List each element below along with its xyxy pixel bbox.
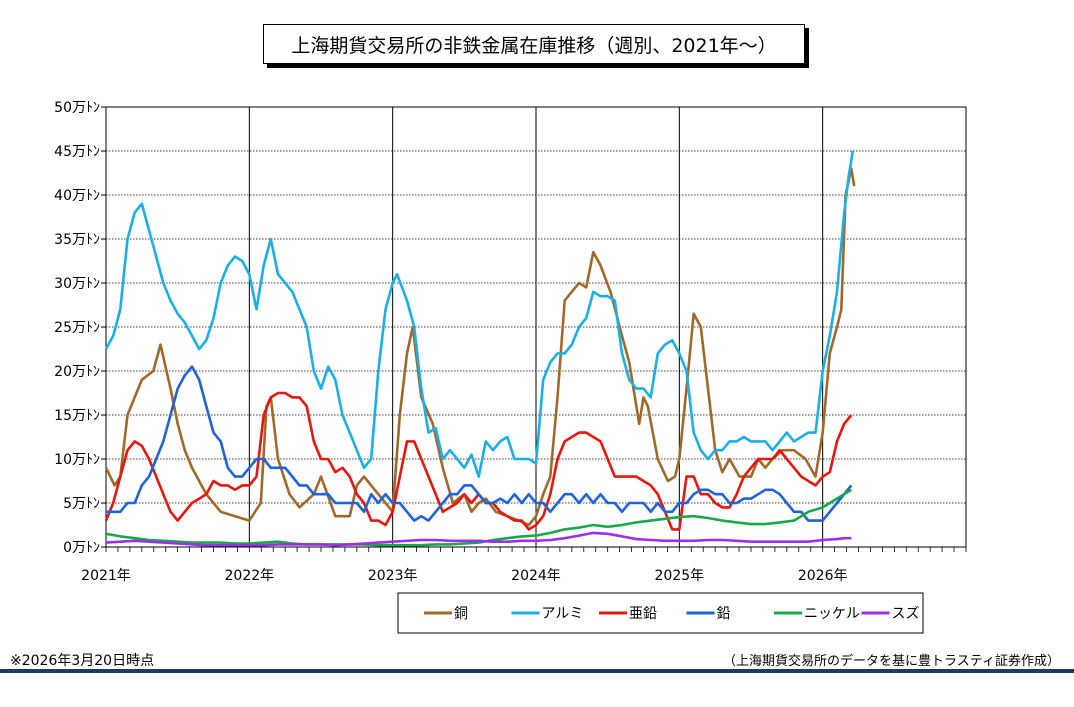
y-tick-label: 0万ﾄﾝ xyxy=(63,540,100,556)
as-of-note: ※2026年3月20日時点 xyxy=(10,653,155,669)
y-tick-label: 25万ﾄﾝ xyxy=(54,320,100,336)
y-tick-label: 20万ﾄﾝ xyxy=(54,364,100,380)
source-note: （上海期貨交易所のデータを基に豊トラスティ証券作成） xyxy=(723,654,1060,669)
legend-label: 亜鉛 xyxy=(629,606,657,622)
x-tick-label: 2024年 xyxy=(511,568,561,584)
series-line xyxy=(105,488,852,547)
y-tick-label: 40万ﾄﾝ xyxy=(54,188,100,204)
x-tick-label: 2022年 xyxy=(225,568,275,584)
y-tick-label: 45万ﾄﾝ xyxy=(54,144,100,160)
y-tick-label: 10万ﾄﾝ xyxy=(54,452,100,468)
x-tick-label: 2021年 xyxy=(81,568,131,584)
legend-label: スズ xyxy=(892,606,920,622)
series-line xyxy=(105,531,852,547)
series-lines xyxy=(104,150,856,547)
x-tick-label: 2025年 xyxy=(655,568,705,584)
axes: 0万ﾄﾝ 5万ﾄﾝ 10万ﾄﾝ 15万ﾄﾝ 20万ﾄﾝ 25万ﾄﾝ 30万ﾄﾝ 35万ﾄﾝ 40… xyxy=(54,100,967,584)
y-tick-label: 50万ﾄﾝ xyxy=(54,100,100,116)
legend-label: アルミ xyxy=(542,606,584,622)
y-tick-label: 30万ﾄﾝ xyxy=(54,276,100,292)
series-line xyxy=(104,150,855,478)
x-tick-label: 2026年 xyxy=(798,568,848,584)
series-line xyxy=(106,365,853,522)
y-tick-label: 15万ﾄﾝ xyxy=(54,408,100,424)
footer-rule xyxy=(0,669,1074,673)
legend-label: 鉛 xyxy=(717,606,731,622)
y-tick-label: 35万ﾄﾝ xyxy=(54,232,100,248)
chart-title: 上海期貨交易所の非鉄金属在庫推移（週別、2021年～） xyxy=(263,24,805,64)
legend-label: 銅 xyxy=(454,606,468,622)
y-tick-label: 5万ﾄﾝ xyxy=(63,496,100,512)
plot-border xyxy=(105,106,967,548)
legend: 銅 アルミ 亜鉛 鉛 ニッケル スズ xyxy=(397,592,924,634)
legend-label: ニッケル xyxy=(804,606,860,622)
x-tick-label: 2023年 xyxy=(368,568,418,584)
legend-box xyxy=(397,592,924,634)
